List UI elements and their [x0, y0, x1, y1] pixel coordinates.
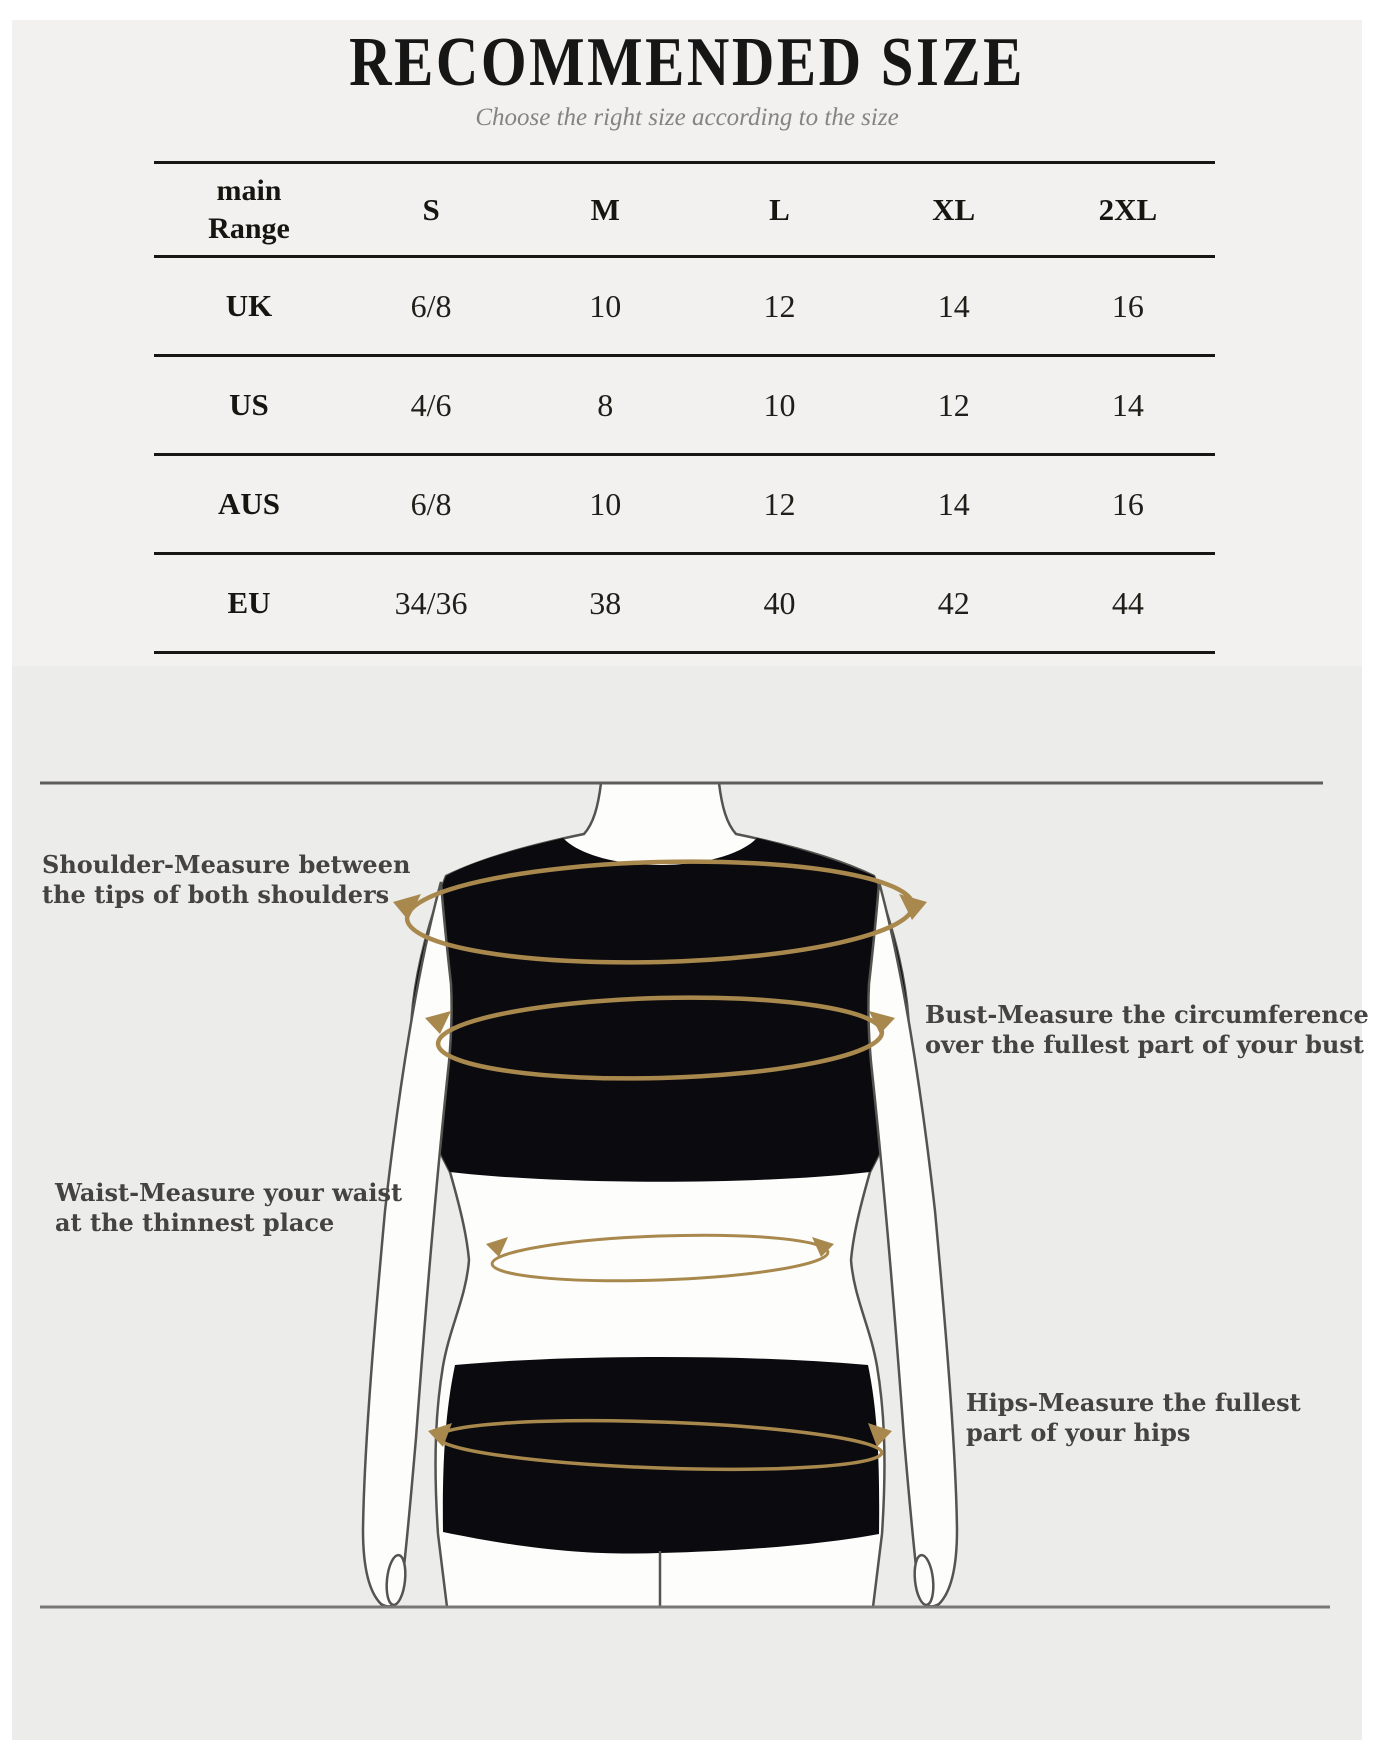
size-value: 10	[589, 485, 622, 522]
hips-annotation: Hips-Measure the fullest part of your hi…	[966, 1388, 1301, 1448]
size-value: 6/8	[410, 485, 452, 522]
size-value: 16	[1111, 287, 1144, 324]
bust-annotation-line2: over the fullest part of your bust	[925, 1030, 1364, 1059]
crop-top-garment	[411, 838, 909, 1182]
shoulder-annotation: Shoulder-Measure between the tips of bot…	[42, 850, 410, 910]
hips-annotation-line2: part of your hips	[966, 1418, 1191, 1447]
size-table-header-row: main Range S M L XL 2XL	[154, 164, 1215, 258]
size-table: main Range S M L XL 2XL UK 6/8 10 12 14 …	[154, 161, 1215, 654]
header-region-line1: main	[216, 173, 282, 207]
size-value: 40	[763, 584, 796, 621]
header-cell-size-l: L	[769, 191, 790, 227]
hips-tape-arrow-right	[868, 1423, 892, 1447]
size-value: 42	[937, 584, 970, 621]
size-value: 44	[1111, 584, 1144, 621]
bust-annotation-line1: Bust-Measure the circumference	[925, 1000, 1369, 1029]
waist-tape-arrow-left	[486, 1237, 508, 1257]
header-region-line2: Range	[208, 211, 290, 245]
region-label: AUS	[217, 486, 280, 521]
region-label: US	[229, 387, 269, 422]
size-value: 12	[937, 386, 970, 423]
size-value: 34/36	[394, 584, 468, 621]
page-subtitle: Choose the right size according to the s…	[475, 104, 899, 131]
bust-tape-ring	[435, 995, 885, 1081]
header-cell-size-xl: XL	[932, 191, 976, 227]
bust-tape-arrow-left	[425, 1011, 451, 1034]
size-value: 6/8	[410, 287, 452, 324]
waist-annotation-line1: Waist-Measure your waist	[55, 1178, 403, 1207]
header-cell-size-2xl: 2XL	[1098, 191, 1158, 227]
header-cell-size-m: M	[590, 191, 620, 227]
shorts-garment	[442, 1357, 880, 1554]
size-value: 14	[937, 485, 970, 522]
bust-tape-arrow-right	[869, 1011, 895, 1034]
waist-tape-ring	[490, 1233, 830, 1283]
size-value: 38	[589, 584, 622, 621]
size-value: 4/6	[410, 386, 452, 423]
table-row-us: US 4/6 8 10 12 14	[154, 357, 1215, 456]
shoulder-annotation-line1: Shoulder-Measure between	[42, 850, 411, 879]
waist-annotation-line2: at the thinnest place	[55, 1208, 335, 1237]
table-row-uk: UK 6/8 10 12 14 16	[154, 258, 1215, 357]
size-value: 14	[1111, 386, 1144, 423]
hips-tape-arrow-left	[428, 1423, 452, 1447]
body-figure-svg	[40, 781, 1330, 1609]
size-value: 14	[937, 287, 970, 324]
shoulder-tape-arrow-right	[899, 894, 927, 920]
size-value: 16	[1111, 485, 1144, 522]
bust-annotation: Bust-Measure the circumference over the …	[925, 1000, 1369, 1060]
waist-annotation: Waist-Measure your waist at the thinnest…	[55, 1178, 402, 1238]
waist-tape-arrow-right	[812, 1237, 834, 1257]
table-row-aus: AUS 6/8 10 12 14 16	[154, 456, 1215, 555]
size-value: 10	[589, 287, 622, 324]
region-label: UK	[225, 288, 273, 323]
page-title: RECOMMENDED SIZE	[349, 24, 1025, 101]
hips-annotation-line1: Hips-Measure the fullest	[966, 1388, 1301, 1417]
left-thumb	[385, 1553, 407, 1607]
region-label: EU	[227, 585, 271, 620]
right-thumb	[913, 1553, 935, 1607]
size-value: 12	[763, 287, 796, 324]
header-cell-region: main Range	[154, 172, 344, 248]
size-value: 10	[763, 386, 796, 423]
size-value: 8	[597, 386, 614, 423]
header-cell-size-s: S	[422, 191, 440, 227]
table-row-eu: EU 34/36 38 40 42 44	[154, 555, 1215, 654]
shoulder-tape-arrow-left	[393, 894, 421, 920]
table-section-background	[12, 20, 1362, 666]
size-value: 12	[763, 485, 796, 522]
shoulder-annotation-line2: the tips of both shoulders	[42, 880, 390, 909]
